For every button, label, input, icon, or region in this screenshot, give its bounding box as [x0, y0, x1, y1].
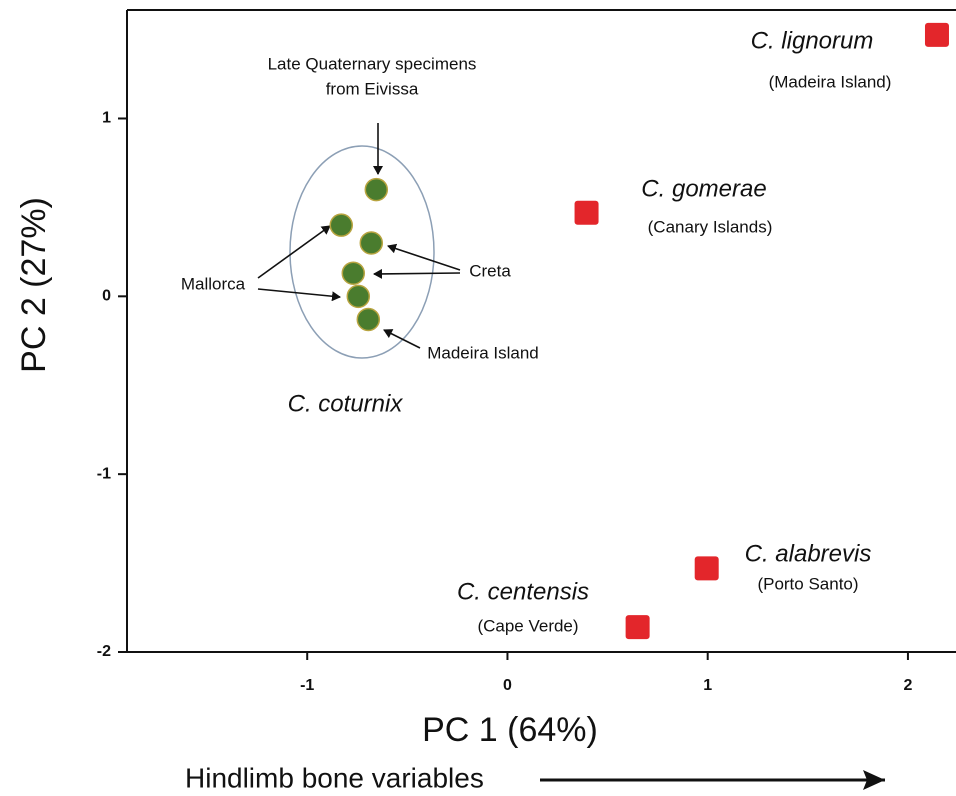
- subtitle: Hindlimb bone variables: [185, 762, 484, 793]
- point: [359, 231, 384, 255]
- series-label: C. gomerae: [641, 175, 766, 202]
- arrow: [373, 268, 461, 279]
- annotation: Creta: [469, 261, 511, 280]
- arrow: [387, 243, 461, 271]
- y-tick-label: -2: [97, 643, 111, 660]
- point: [625, 615, 650, 640]
- annotation: from Eivissa: [326, 79, 419, 98]
- series-label: C. lignorum: [751, 27, 874, 54]
- annotation: Late Quaternary specimens: [268, 54, 477, 73]
- annotation: Madeira Island: [427, 343, 539, 362]
- series-label: C. alabrevis: [745, 540, 872, 567]
- y-tick-label: 0: [102, 288, 111, 305]
- point: [924, 22, 949, 47]
- point: [574, 200, 599, 225]
- x-axis-title: PC 1 (64%): [422, 711, 598, 749]
- series-location: (Porto Santo): [757, 574, 858, 593]
- series-label: C. coturnix: [288, 390, 404, 417]
- point: [329, 213, 354, 237]
- x-tick-label: 0: [503, 677, 512, 694]
- x-tick-label: 1: [703, 677, 712, 694]
- y-tick-label: 1: [102, 110, 111, 127]
- x-tick-label: 2: [903, 677, 912, 694]
- annotation-arrows: [257, 123, 885, 790]
- annotation: Mallorca: [181, 274, 246, 293]
- cluster-ellipse: [289, 145, 435, 359]
- arrow: [383, 329, 421, 349]
- arrow: [257, 225, 331, 279]
- series-location: (Cape Verde): [477, 616, 578, 635]
- point: [356, 307, 381, 332]
- x-tick-label: -1: [300, 677, 314, 694]
- series-location: (Madeira Island): [769, 72, 892, 91]
- y-tick-label: -1: [97, 465, 111, 482]
- point: [364, 177, 389, 202]
- y-axis-title: PC 2 (27%): [15, 197, 53, 373]
- series-label: C. centensis: [457, 578, 589, 605]
- arrow: [257, 288, 341, 302]
- point: [694, 556, 719, 581]
- point: [346, 284, 371, 309]
- series-location: (Canary Islands): [648, 217, 773, 236]
- point: [341, 261, 366, 285]
